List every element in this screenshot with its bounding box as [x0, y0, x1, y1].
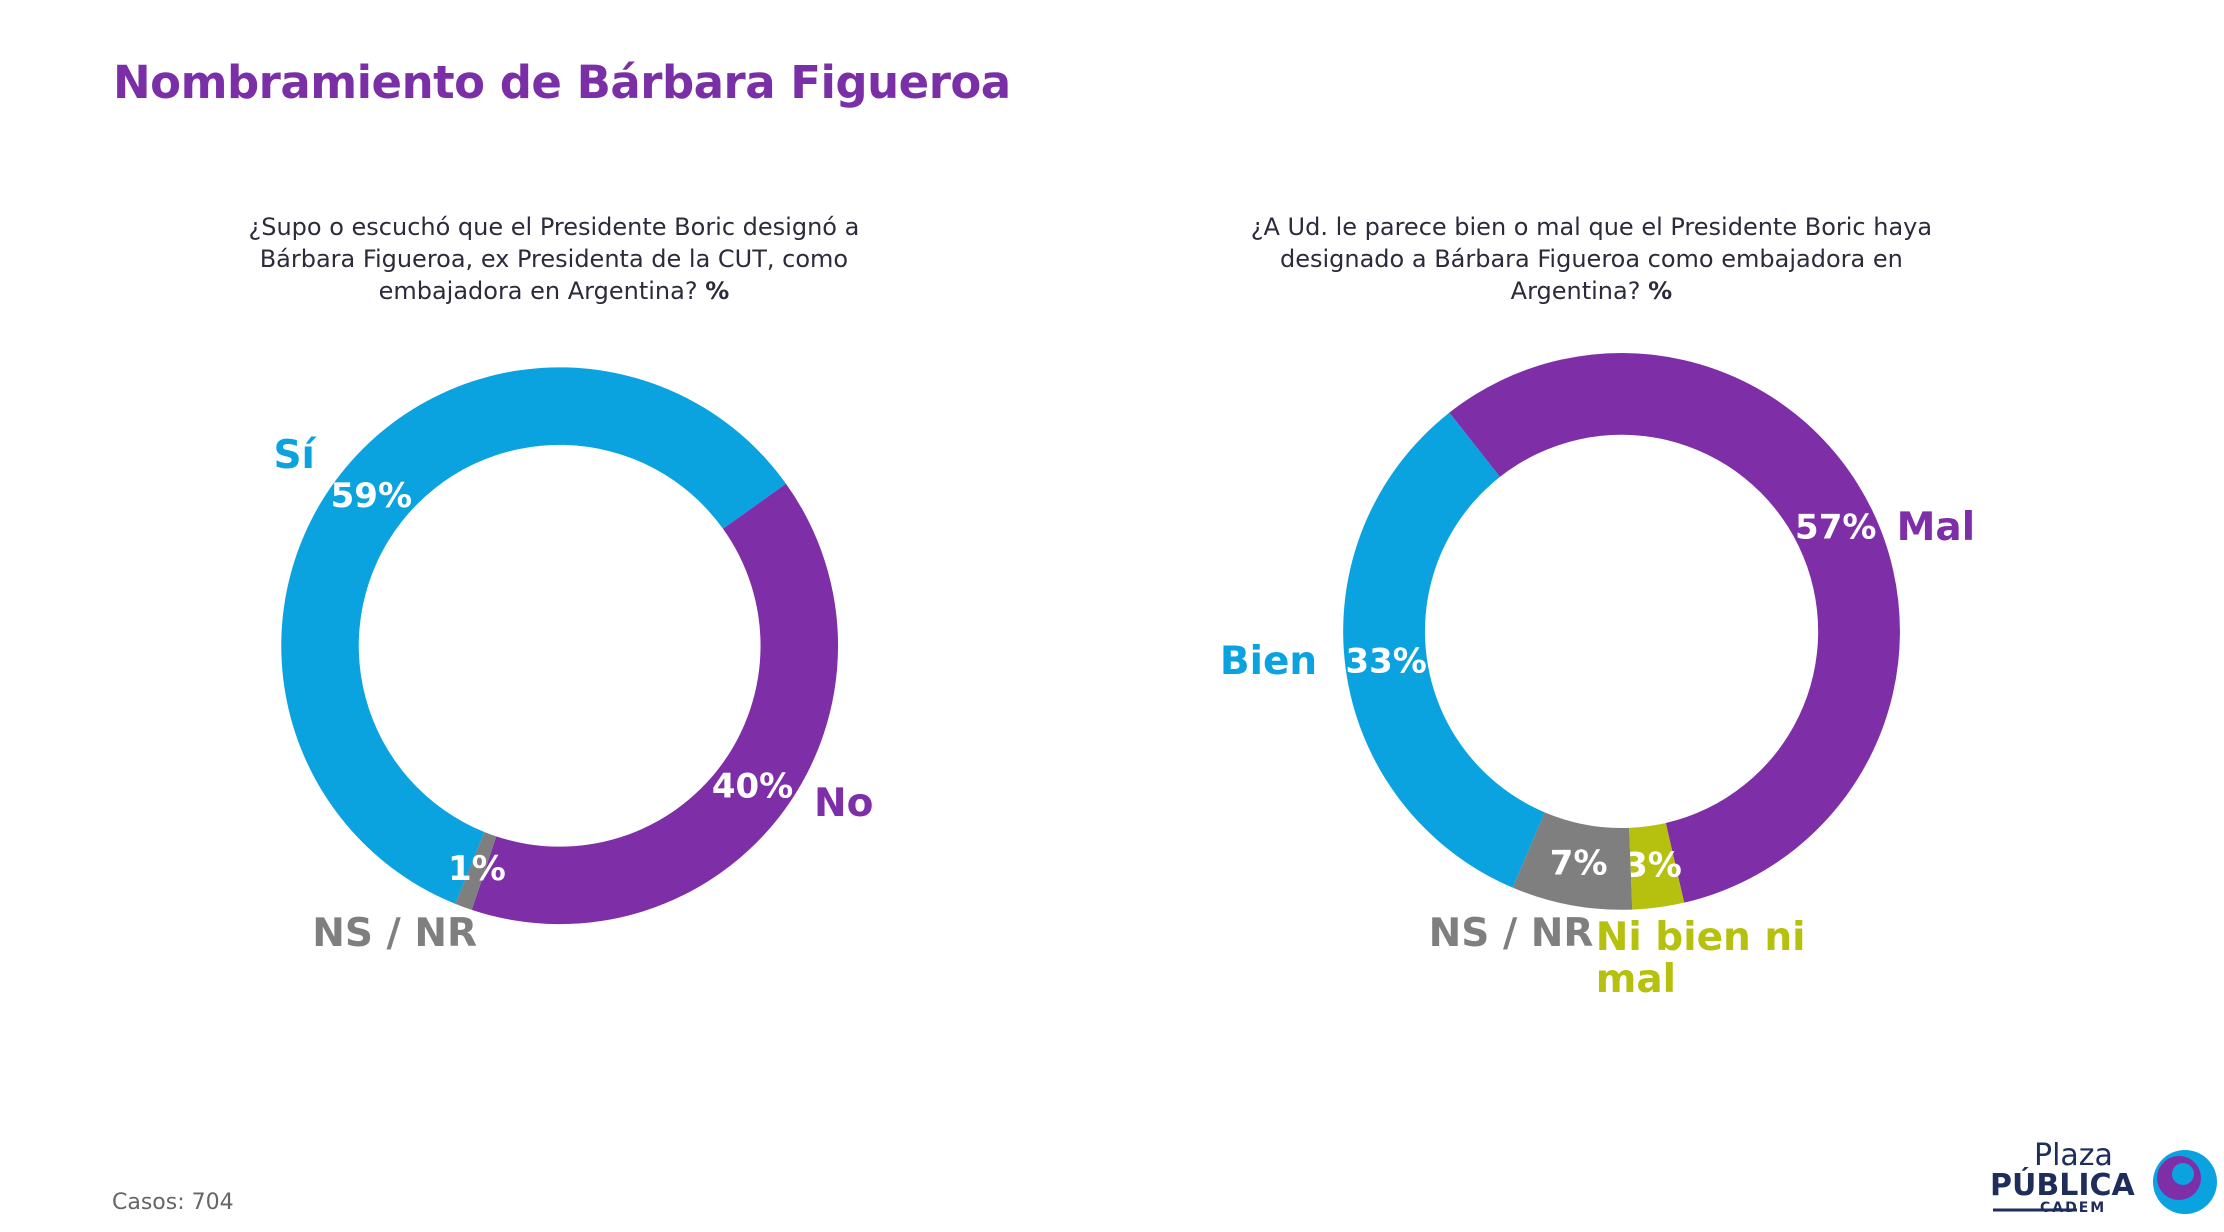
donut-slice	[471, 483, 839, 925]
value-label: 1%	[448, 849, 506, 889]
donut-slice	[1449, 353, 1900, 903]
question-text: ¿A Ud. le parece bien o mal que el Presi…	[1250, 212, 1933, 305]
question: ¿Supo o escuchó que el Presidente Boric …	[204, 211, 904, 307]
unit: %	[1648, 276, 1673, 305]
category-label: NS / NR	[1428, 911, 1594, 957]
logo-text: PÚBLICA	[1990, 1168, 2135, 1203]
unit: %	[705, 276, 730, 305]
logo-text: Plaza	[2034, 1138, 2113, 1173]
donut-slice	[1512, 812, 1633, 910]
category-label: Mal	[1896, 505, 1976, 551]
value-label: 33%	[1345, 641, 1426, 681]
question-text: ¿Supo o escuchó que el Presidente Boric …	[248, 212, 860, 305]
donut-slice	[455, 832, 497, 910]
page-title: Nombramiento de Bárbara Figueroa	[113, 56, 1011, 109]
category-label: NS / NR	[312, 911, 478, 957]
donut-slice	[281, 367, 787, 904]
value-label: 40%	[712, 766, 793, 806]
value-label: 3%	[1624, 845, 1682, 885]
category-label: Bien	[1219, 638, 1318, 684]
donut-slice	[1629, 822, 1685, 910]
footnote: Casos: 704	[112, 1190, 234, 1215]
question: ¿A Ud. le parece bien o mal que el Presi…	[1241, 211, 1941, 307]
logo-icon	[2153, 1150, 2217, 1214]
category-label: Ni bien ni mal	[1595, 914, 1806, 1002]
donut-slice	[1343, 412, 1545, 888]
category-label: Sí	[273, 433, 315, 479]
logo-text: CADEM	[2040, 1200, 2107, 1216]
category-label: No	[814, 780, 874, 826]
value-label: 59%	[331, 476, 412, 516]
value-label: 57%	[1795, 507, 1876, 547]
value-label: 7%	[1550, 843, 1608, 883]
